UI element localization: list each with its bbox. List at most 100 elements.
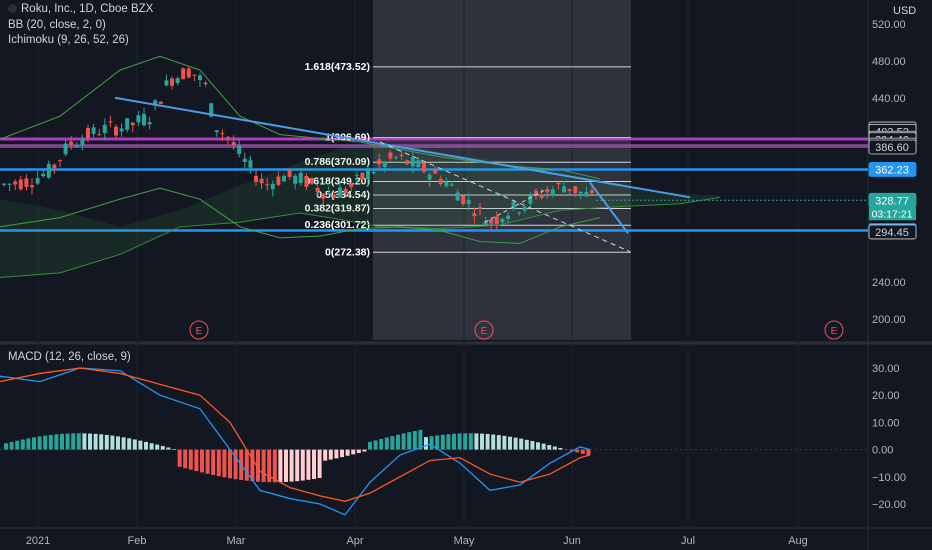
candle: [489, 219, 494, 224]
candle: [550, 189, 555, 196]
macd-histogram-bar: [144, 441, 148, 450]
macd-histogram-bar: [149, 443, 154, 450]
macd-histogram-bar: [552, 446, 557, 450]
candle: [590, 190, 594, 194]
macd-histogram-bar: [547, 445, 552, 450]
macd-histogram-bar: [317, 449, 322, 479]
candle: [349, 183, 354, 188]
dashed-projection: [484, 189, 546, 223]
candle: [360, 172, 365, 180]
price-axis-label: 240.00: [872, 277, 906, 289]
candle: [461, 195, 466, 205]
macd-histogram-bar: [65, 433, 70, 450]
macd-histogram-bar: [48, 434, 53, 450]
time-axis-label: Jul: [681, 535, 695, 547]
macd-histogram-bar: [256, 449, 260, 482]
macd-histogram-bar: [9, 441, 14, 450]
macd-histogram-bar: [200, 449, 204, 473]
candle: [114, 126, 118, 136]
price-badge-label: 294.45: [875, 227, 909, 239]
candle: [209, 103, 214, 117]
candle: [153, 100, 158, 104]
macd-histogram-bar: [323, 449, 328, 461]
macd-histogram-bar: [328, 449, 333, 460]
candle: [214, 130, 219, 133]
macd-axis-label: 30.00: [872, 363, 900, 375]
time-axis-label: Mar: [227, 535, 246, 547]
candle: [416, 160, 421, 168]
candle: [158, 101, 163, 104]
candle: [315, 187, 320, 192]
candle: [164, 80, 169, 86]
macd-histogram-bar: [205, 449, 210, 474]
macd-histogram-bar: [340, 449, 344, 458]
macd-histogram-bar: [15, 440, 20, 450]
candle: [220, 133, 225, 135]
macd-histogram-bar: [412, 430, 417, 450]
macd-histogram-bar: [37, 436, 42, 450]
currency-label: USD: [893, 5, 916, 17]
macd-histogram-bar: [468, 433, 473, 450]
macd-axis-label: −20.00: [872, 499, 906, 511]
candle: [97, 134, 102, 136]
candle: [58, 160, 62, 162]
macd-histogram-bar: [491, 434, 496, 450]
candle: [293, 175, 298, 184]
ichimoku-cloud: [0, 143, 720, 278]
candle: [433, 170, 438, 174]
symbol-legend[interactable]: Roku, Inc., 1D, Cboe BZX: [8, 3, 153, 15]
macd-legend[interactable]: MACD (12, 26, close, 9): [8, 351, 131, 363]
candle: [86, 127, 90, 139]
candle: [517, 212, 522, 214]
macd-histogram-bar: [541, 443, 546, 450]
candle: [254, 175, 258, 183]
macd-histogram-bar: [446, 434, 451, 450]
candle: [310, 178, 314, 184]
candle: [136, 115, 141, 123]
countdown-label: 03:17:21: [872, 208, 913, 220]
candle: [545, 189, 550, 193]
candle: [584, 191, 589, 197]
candle: [562, 186, 566, 193]
candle: [2, 183, 6, 185]
macd-histogram-bar: [20, 439, 25, 450]
macd-histogram-bar: [26, 438, 31, 450]
earnings-marker-label: E: [831, 326, 838, 337]
earnings-marker: [824, 320, 844, 340]
time-axis-label: Feb: [128, 535, 147, 547]
price-badge-label: 386.60: [875, 142, 909, 154]
ichimoku-legend[interactable]: Ichimoku (9, 26, 52, 26): [8, 34, 129, 46]
macd-histogram-bar: [418, 429, 423, 450]
candle: [35, 178, 40, 184]
candle: [343, 188, 348, 194]
candle: [500, 218, 505, 223]
macd-histogram-bar: [43, 435, 48, 450]
macd-histogram-bar: [586, 449, 591, 456]
candle: [573, 186, 578, 194]
candle: [511, 201, 516, 209]
macd-histogram-bar: [379, 438, 384, 450]
candle: [259, 178, 264, 184]
candle: [338, 187, 342, 198]
time-axis-label: May: [454, 535, 475, 547]
price-badge: [868, 139, 917, 155]
macd-axis-label: 10.00: [872, 417, 900, 429]
time-axis-label: Apr: [346, 535, 363, 547]
price-badge: [868, 224, 917, 240]
price-axis-label: 440.00: [872, 93, 906, 105]
candle: [80, 139, 85, 146]
earnings-marker-label: E: [196, 326, 203, 337]
macd-histogram-bar: [99, 434, 104, 450]
countdown-badge: [869, 207, 916, 221]
time-axis-label: Jun: [563, 535, 581, 547]
fib-label: 1.618(473.52): [305, 61, 370, 73]
earnings-marker: [474, 320, 494, 340]
fib-label: 0.382(319.87): [305, 202, 370, 214]
candle: [332, 194, 337, 198]
bb-legend[interactable]: BB (20, close, 2, 0): [8, 19, 106, 31]
price-badge-label: 362.23: [875, 164, 909, 176]
candle: [52, 164, 57, 169]
macd-histogram-bar: [384, 437, 389, 450]
candle: [382, 161, 387, 168]
